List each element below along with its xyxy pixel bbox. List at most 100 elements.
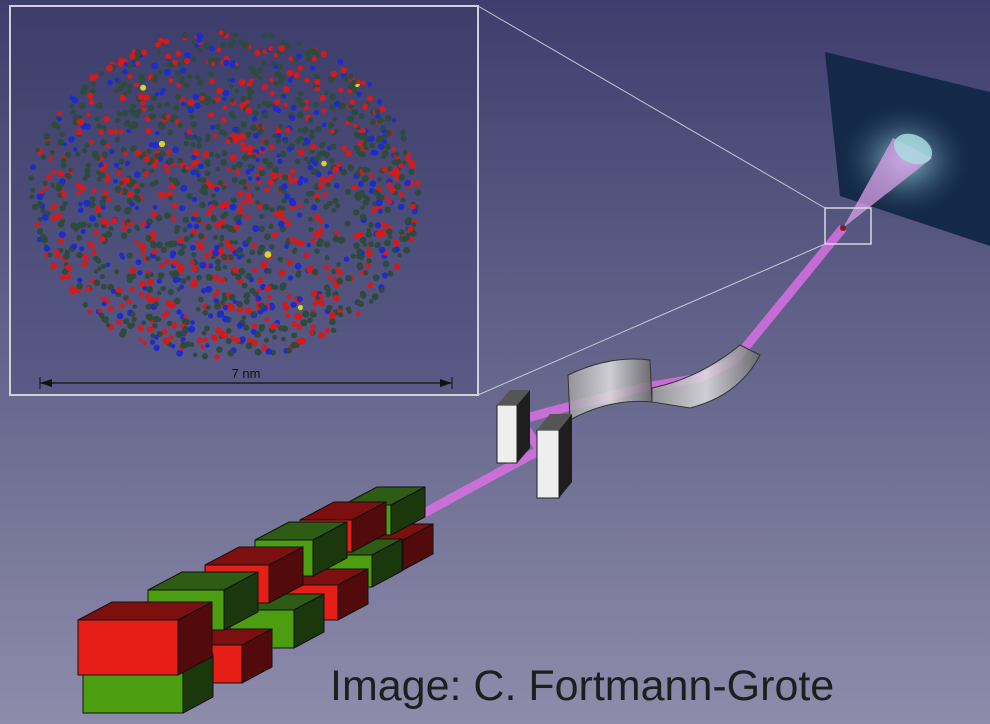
atom — [229, 84, 233, 88]
atom — [264, 187, 269, 192]
atom — [180, 185, 187, 192]
atom — [206, 163, 211, 168]
atom — [294, 313, 301, 320]
atom — [48, 253, 53, 258]
atom — [212, 335, 218, 341]
atom — [299, 176, 304, 181]
atom — [384, 207, 390, 213]
atom — [95, 116, 100, 121]
atom — [280, 40, 285, 45]
atom — [316, 54, 321, 59]
atom — [208, 72, 213, 77]
atom — [134, 83, 139, 88]
atom — [116, 287, 122, 293]
atom — [132, 123, 138, 129]
atom — [266, 348, 272, 354]
atom — [337, 270, 343, 276]
atom — [310, 312, 316, 318]
atom — [274, 53, 278, 57]
atom — [116, 319, 122, 325]
atom — [316, 240, 323, 247]
atom — [92, 188, 97, 193]
atom — [196, 33, 203, 40]
atom — [239, 268, 246, 275]
atom — [199, 262, 206, 269]
atom — [288, 275, 293, 280]
atom — [136, 259, 142, 265]
atom — [119, 252, 124, 257]
slit-plate — [497, 405, 517, 463]
atom — [369, 173, 374, 178]
atom — [375, 242, 381, 248]
atom — [100, 139, 107, 146]
atom — [168, 289, 174, 295]
atom — [301, 319, 308, 326]
atom — [398, 204, 404, 210]
atom — [84, 143, 89, 148]
atom — [143, 94, 149, 100]
atom — [190, 281, 197, 288]
atom — [133, 305, 137, 309]
atom — [231, 197, 237, 203]
atom — [223, 305, 229, 311]
atom — [408, 226, 414, 232]
atom — [264, 233, 271, 240]
atom — [175, 94, 182, 101]
atom — [332, 117, 337, 122]
atom — [358, 182, 363, 187]
atom — [333, 295, 339, 301]
atom — [154, 345, 160, 351]
atom — [258, 278, 263, 283]
atom — [375, 222, 381, 228]
atom — [287, 146, 293, 152]
atom — [285, 313, 290, 318]
atom — [116, 170, 121, 175]
atom — [220, 278, 226, 284]
atom — [328, 275, 333, 280]
atom — [377, 117, 384, 124]
atom — [312, 302, 317, 307]
atom — [97, 213, 102, 218]
atom — [202, 353, 208, 359]
atom — [153, 74, 158, 79]
atom — [171, 303, 176, 308]
atom — [348, 74, 353, 79]
atom — [30, 164, 36, 170]
atom — [181, 102, 186, 107]
atom — [368, 283, 374, 289]
atom — [205, 170, 211, 176]
atom — [99, 129, 105, 135]
atom — [196, 143, 202, 149]
atom — [410, 204, 416, 210]
atom — [96, 170, 101, 175]
atom — [95, 103, 101, 109]
atom — [191, 155, 196, 160]
atom — [309, 330, 314, 335]
atom — [123, 92, 128, 97]
atom — [272, 232, 278, 238]
atom — [152, 114, 157, 119]
atom — [367, 82, 372, 87]
atom — [332, 198, 338, 204]
atom — [313, 102, 318, 107]
atom — [373, 274, 380, 281]
atom — [367, 95, 373, 101]
atom — [161, 88, 166, 93]
atom — [184, 58, 190, 64]
atom — [122, 110, 129, 117]
atom — [230, 78, 235, 83]
atom — [308, 117, 313, 122]
atom — [349, 99, 355, 105]
atom — [356, 262, 363, 269]
atom — [211, 61, 215, 65]
atom — [243, 293, 250, 300]
atom — [341, 146, 346, 151]
atom — [169, 336, 174, 341]
atom — [213, 235, 218, 240]
atom — [159, 262, 164, 267]
atom — [185, 165, 191, 171]
atom — [210, 125, 215, 130]
atom — [154, 302, 159, 307]
atom — [35, 222, 40, 227]
atom — [193, 212, 198, 217]
